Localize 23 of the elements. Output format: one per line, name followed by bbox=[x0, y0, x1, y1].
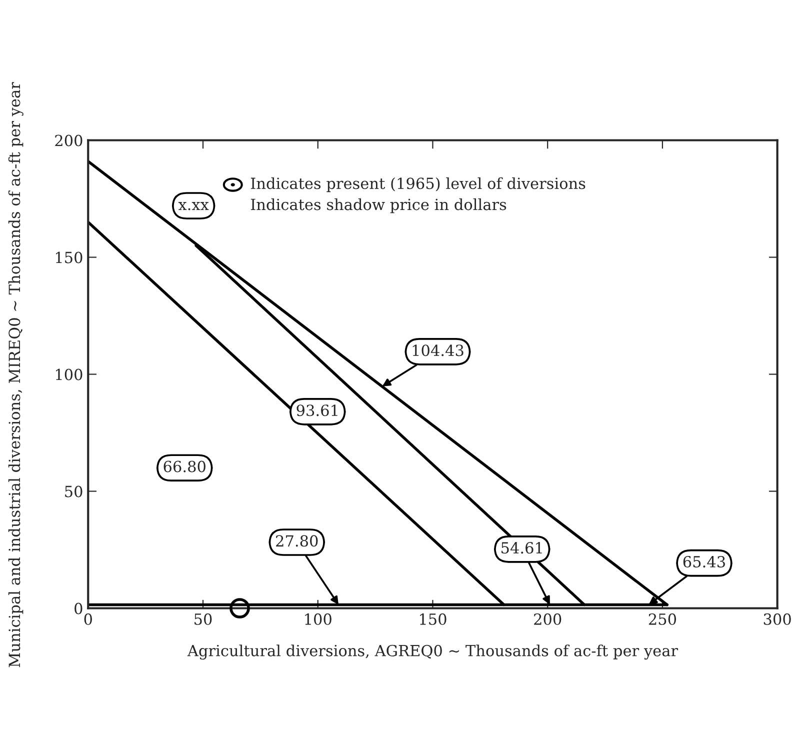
y-tick-label: 50 bbox=[65, 486, 82, 498]
x-tick-label: 200 bbox=[534, 613, 562, 625]
y-tick-label: 100 bbox=[56, 368, 82, 380]
annotation: 54.61 bbox=[502, 542, 542, 554]
y-tick-label: 150 bbox=[56, 252, 82, 264]
annotation: 27.80 bbox=[276, 535, 318, 547]
x-tick-label: 250 bbox=[648, 613, 676, 625]
annotation: Indicates present (1965) level of diversions bbox=[250, 177, 586, 192]
y-tick-label: 200 bbox=[55, 134, 82, 146]
y-axis-title: Municipal and industrial diversions, MIREQ0 ~ Thousands of ac-ft per year bbox=[8, 82, 24, 668]
x-tick-label: 300 bbox=[764, 613, 791, 625]
annotation: 104.43 bbox=[412, 344, 464, 356]
annotation: 93.61 bbox=[296, 404, 338, 416]
y-tick-label: 0 bbox=[74, 602, 82, 614]
x-tick-label: 150 bbox=[420, 613, 446, 625]
annotation: 65.43 bbox=[683, 556, 725, 568]
annotation: Indicates shadow price in dollars bbox=[250, 198, 506, 214]
x-axis-title: Agricultural diversions, AGREQ0 ~ Thousands of ac-ft per year bbox=[187, 644, 678, 660]
annotation: x.xx bbox=[178, 202, 209, 210]
x-tick-label: 0 bbox=[84, 613, 92, 625]
x-tick-label: 100 bbox=[305, 613, 332, 625]
x-tick-label: 50 bbox=[194, 613, 212, 625]
annotation: 66.80 bbox=[164, 460, 206, 472]
